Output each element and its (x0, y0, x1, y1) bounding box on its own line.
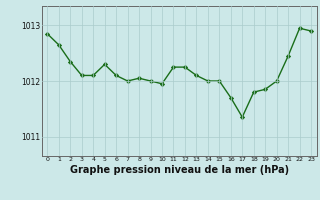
X-axis label: Graphe pression niveau de la mer (hPa): Graphe pression niveau de la mer (hPa) (70, 165, 289, 175)
